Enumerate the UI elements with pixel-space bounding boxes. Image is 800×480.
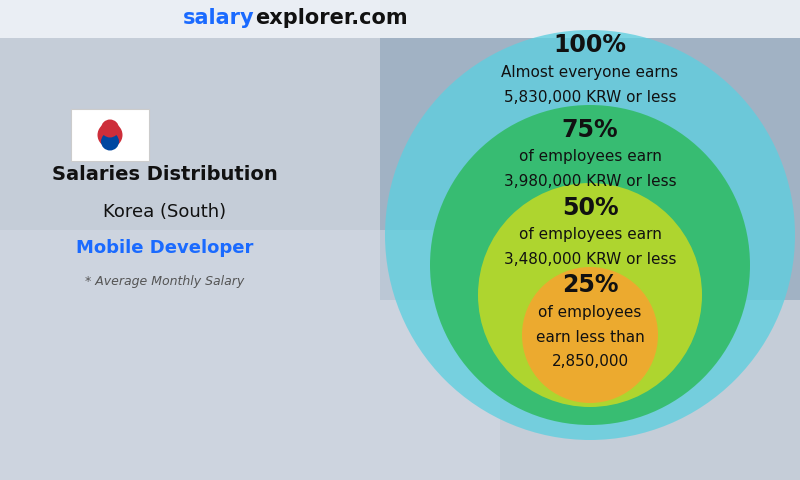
Ellipse shape	[101, 132, 119, 151]
Text: Korea (South): Korea (South)	[103, 203, 226, 221]
Text: 5,830,000 KRW or less: 5,830,000 KRW or less	[504, 91, 676, 106]
Text: explorer.com: explorer.com	[255, 8, 408, 28]
Text: * Average Monthly Salary: * Average Monthly Salary	[86, 276, 245, 288]
Text: of employees: of employees	[538, 304, 642, 320]
Text: 3,980,000 KRW or less: 3,980,000 KRW or less	[504, 175, 676, 190]
Text: Mobile Developer: Mobile Developer	[76, 239, 254, 257]
Text: of employees earn: of employees earn	[518, 148, 662, 164]
Text: 3,480,000 KRW or less: 3,480,000 KRW or less	[504, 252, 676, 267]
FancyBboxPatch shape	[71, 109, 149, 161]
Text: 75%: 75%	[562, 118, 618, 142]
Text: 25%: 25%	[562, 273, 618, 297]
FancyBboxPatch shape	[380, 0, 800, 300]
Text: Salaries Distribution: Salaries Distribution	[52, 166, 278, 184]
Text: salary: salary	[183, 8, 255, 28]
Text: 50%: 50%	[562, 196, 618, 220]
Ellipse shape	[430, 105, 750, 425]
Text: 2,850,000: 2,850,000	[551, 355, 629, 370]
Ellipse shape	[385, 30, 795, 440]
FancyBboxPatch shape	[0, 0, 800, 38]
Text: Almost everyone earns: Almost everyone earns	[502, 64, 678, 80]
Ellipse shape	[98, 122, 122, 147]
Ellipse shape	[101, 120, 119, 137]
Text: 100%: 100%	[554, 33, 626, 57]
Text: of employees earn: of employees earn	[518, 227, 662, 241]
FancyBboxPatch shape	[0, 230, 500, 480]
Text: earn less than: earn less than	[536, 329, 644, 345]
Ellipse shape	[478, 183, 702, 407]
Ellipse shape	[522, 267, 658, 403]
